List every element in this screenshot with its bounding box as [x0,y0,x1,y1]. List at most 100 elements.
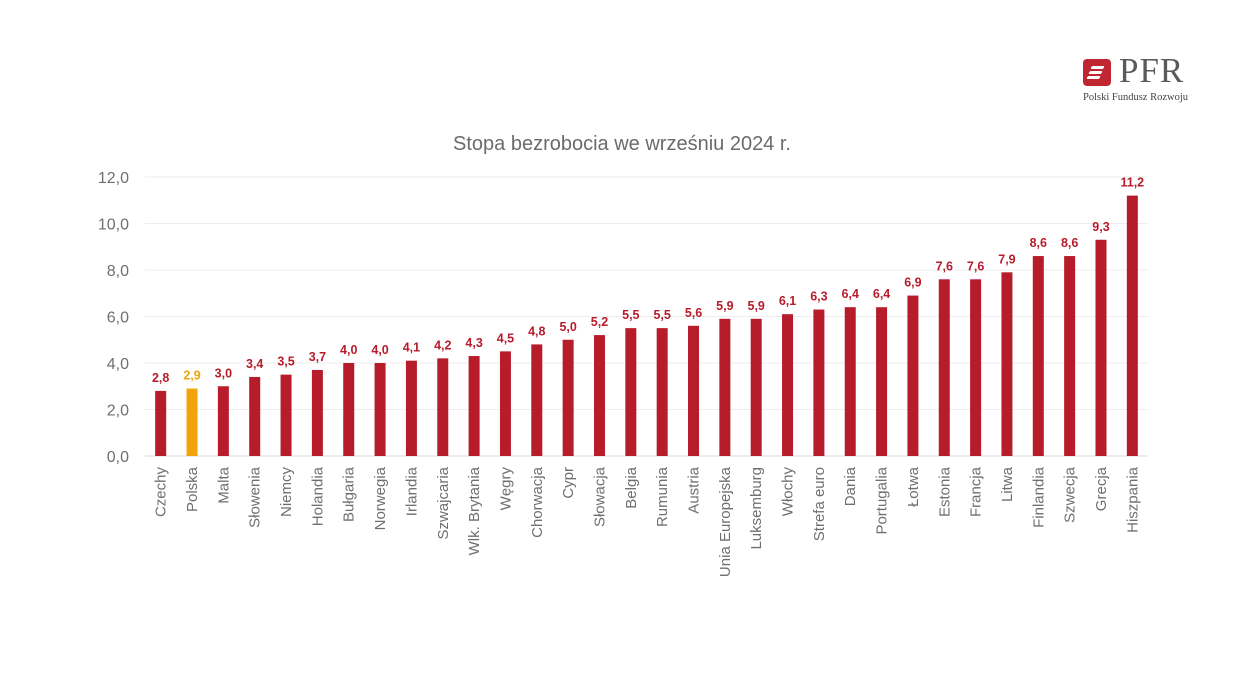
data-label: 3,0 [215,366,232,380]
bar [562,339,574,456]
brand-name: PFR [1119,51,1185,90]
x-tick-label: Łotwa [905,466,922,507]
data-label: 5,2 [591,315,608,329]
data-label: 5,9 [748,299,765,313]
bar [970,279,982,456]
x-tick-label: Rumunia [654,466,671,527]
bar [343,363,355,456]
bar [405,360,417,456]
x-tick-label: Unia Europejska [717,466,734,577]
data-label: 3,4 [246,357,263,371]
bar [186,388,198,456]
data-label: 4,0 [371,343,388,357]
bar [938,279,950,456]
data-labels: 2,8 2,9 3,0 3,4 3,5 3,7 4,0 4,0 4,1 4,2 4,3 4,5 4,8 5… [152,176,1144,385]
bar [844,307,856,456]
x-tick-label: Portugalia [874,466,891,534]
x-tick-label: Strefa euro [811,467,828,541]
x-tick-label: Szwecja [1062,466,1079,523]
bar [217,386,229,456]
pfr-logo: PFR Polski Fundusz Rozwoju [1083,51,1213,108]
bar [1126,195,1138,456]
data-label: 4,0 [340,343,357,357]
bars [155,195,1138,456]
data-label: 3,5 [277,355,294,369]
x-tick-label: Niemcy [278,467,295,518]
data-label: 4,8 [528,324,545,338]
x-tick-label: Słowenia [247,466,264,528]
x-tick-label: Luksemburg [748,467,765,550]
bar [750,318,762,456]
bar [155,390,167,456]
bar [280,374,292,456]
x-tick-label: Irlandia [403,466,420,516]
x-tick-label: Holandia [309,466,326,526]
x-tick-label: Austria [686,466,703,513]
chart-title: Stopa bezrobocia we wrześniu 2024 r. [453,133,791,155]
y-tick-label: 2,0 [107,403,129,420]
y-tick-label: 0,0 [107,449,129,466]
x-tick-label: Francja [968,466,985,517]
bar [311,369,323,456]
bar [625,328,637,456]
y-tick-label: 4,0 [107,356,129,373]
x-tick-label: Wlk. Brytania [466,466,483,555]
x-tick-label: Belgia [623,466,640,508]
data-label: 8,6 [1030,236,1047,250]
x-tick-label: Litwa [999,466,1016,502]
x-tick-label: Estonia [936,466,953,517]
data-label: 6,1 [779,294,796,308]
x-tick-label: Malta [215,466,232,503]
data-label: 4,1 [403,341,420,355]
data-label: 6,3 [810,290,827,304]
bar [907,295,919,456]
data-label: 11,2 [1121,176,1145,190]
x-axis: Czechy Polska Malta Słowenia Niemcy Holandia B… [153,466,1142,577]
data-label: 5,6 [685,306,702,320]
bar [531,344,543,456]
x-tick-label: Finlandia [1030,466,1047,528]
data-label: 7,9 [998,252,1015,266]
bar [1001,272,1013,456]
y-tick-label: 10,0 [98,217,129,234]
bar [1064,256,1076,456]
x-tick-label: Cypr [560,467,577,499]
x-tick-label: Szwajcaria [435,466,452,539]
data-label: 2,9 [183,369,200,383]
bar [876,307,888,456]
bar [656,328,668,456]
bar [813,309,825,456]
x-tick-label: Chorwacja [529,466,546,538]
bar [1032,256,1044,456]
data-label: 6,4 [873,287,890,301]
bar [688,325,700,456]
y-tick-label: 8,0 [107,263,129,280]
y-tick-label: 12,0 [98,170,129,187]
brand-subtitle: Polski Fundusz Rozwoju [1083,92,1189,103]
bar [593,335,605,456]
data-label: 8,6 [1061,236,1078,250]
data-label: 6,9 [904,276,921,290]
pfr-logo-icon [1083,59,1111,86]
bar [249,376,261,456]
x-tick-label: Węgry [497,467,514,511]
data-label: 5,9 [716,299,733,313]
data-label: 5,5 [653,308,670,322]
bar [1095,239,1107,456]
data-label: 3,7 [309,350,326,364]
data-label: 2,8 [152,371,169,385]
data-label: 5,0 [559,320,576,334]
x-tick-label: Grecja [1093,466,1110,511]
x-tick-label: Polska [184,466,201,512]
x-tick-label: Bułgaria [341,466,358,522]
bar [468,356,480,456]
data-label: 4,3 [465,336,482,350]
bar [437,358,449,456]
data-label: 5,5 [622,308,639,322]
x-tick-label: Włochy [780,467,797,517]
bar [782,314,794,456]
data-label: 7,6 [967,259,984,273]
y-tick-label: 6,0 [107,310,129,327]
bar [374,363,386,456]
bar [719,318,731,456]
